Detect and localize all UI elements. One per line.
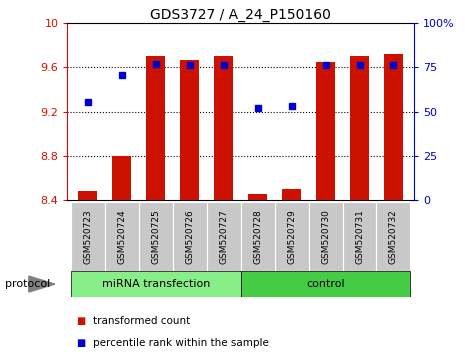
- Bar: [214, 56, 233, 200]
- Text: GSM520731: GSM520731: [355, 209, 364, 264]
- Text: GSM520727: GSM520727: [219, 209, 228, 264]
- Text: GSM520724: GSM520724: [117, 209, 126, 264]
- Text: ■: ■: [77, 338, 89, 348]
- Bar: [377, 202, 411, 271]
- Bar: [139, 202, 173, 271]
- Bar: [173, 202, 206, 271]
- Bar: [248, 194, 267, 200]
- Text: GSM520723: GSM520723: [83, 209, 93, 264]
- Bar: [71, 271, 241, 297]
- Polygon shape: [29, 276, 55, 292]
- Bar: [71, 202, 105, 271]
- Bar: [206, 202, 241, 271]
- Bar: [180, 59, 199, 200]
- Text: GSM520728: GSM520728: [253, 209, 262, 264]
- Bar: [384, 54, 403, 200]
- Bar: [309, 202, 343, 271]
- Text: miRNA transfection: miRNA transfection: [101, 279, 210, 289]
- Bar: [275, 202, 309, 271]
- Text: protocol: protocol: [5, 279, 50, 289]
- Text: percentile rank within the sample: percentile rank within the sample: [93, 338, 269, 348]
- Text: GSM520725: GSM520725: [151, 209, 160, 264]
- Text: ■: ■: [77, 316, 89, 326]
- Text: GSM520726: GSM520726: [185, 209, 194, 264]
- Title: GDS3727 / A_24_P150160: GDS3727 / A_24_P150160: [150, 8, 331, 22]
- Text: transformed count: transformed count: [93, 316, 190, 326]
- Bar: [105, 202, 139, 271]
- Bar: [343, 202, 377, 271]
- Bar: [316, 62, 335, 200]
- Bar: [113, 156, 131, 200]
- Bar: [282, 189, 301, 200]
- Bar: [146, 56, 165, 200]
- Text: GSM520732: GSM520732: [389, 209, 398, 264]
- Bar: [350, 56, 369, 200]
- Text: GSM520729: GSM520729: [287, 209, 296, 264]
- Text: GSM520730: GSM520730: [321, 209, 330, 264]
- Text: control: control: [306, 279, 345, 289]
- Bar: [241, 271, 411, 297]
- Bar: [79, 191, 97, 200]
- Bar: [241, 202, 275, 271]
